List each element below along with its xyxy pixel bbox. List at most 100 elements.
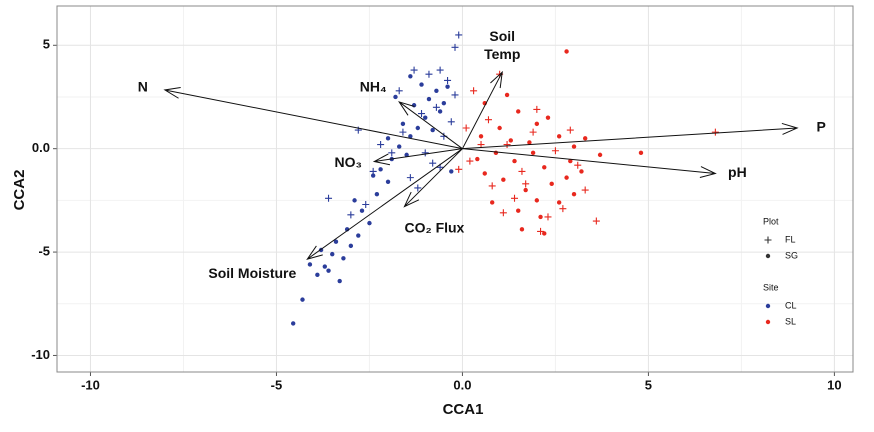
point (503, 141, 511, 149)
point (638, 150, 644, 156)
legend-label: SL (785, 316, 796, 326)
legend-label: FL (785, 234, 796, 244)
arrow (403, 148, 463, 208)
point (426, 96, 432, 102)
legend-marker (765, 303, 771, 309)
y-tick-label: -10 (31, 347, 50, 362)
point (429, 159, 437, 167)
point (493, 150, 499, 156)
point (534, 121, 540, 127)
point (445, 84, 450, 89)
point (571, 144, 577, 149)
point (430, 127, 435, 133)
arrow-label: pH (728, 164, 747, 180)
legend-title: Plot (763, 216, 779, 226)
point (374, 191, 380, 197)
legend-marker (765, 319, 771, 325)
point (489, 200, 495, 205)
point (475, 156, 480, 162)
point (512, 158, 517, 164)
point (564, 49, 569, 54)
point (410, 66, 418, 74)
point (322, 264, 328, 269)
point (511, 194, 519, 202)
point (423, 115, 428, 120)
point (369, 167, 377, 175)
point (522, 180, 530, 188)
point (542, 165, 547, 170)
point (378, 167, 383, 172)
x-tick-label: 5 (645, 377, 652, 392)
point (527, 140, 532, 145)
point (377, 141, 385, 149)
point (538, 214, 543, 220)
point (385, 179, 391, 184)
point (482, 171, 487, 176)
arrow (306, 148, 463, 260)
point (388, 149, 396, 157)
point (400, 121, 406, 127)
point (568, 158, 573, 164)
point (437, 109, 443, 114)
x-tick-label: 0.0 (453, 377, 471, 392)
point (516, 208, 521, 213)
arrow-label: NO₃ (335, 154, 362, 170)
arrow-label: P (817, 119, 826, 135)
point (501, 177, 506, 182)
point (556, 200, 562, 205)
point (307, 262, 313, 267)
point (300, 297, 305, 302)
point (478, 134, 484, 139)
point (341, 256, 346, 261)
legend-marker (764, 236, 772, 244)
point (542, 231, 547, 236)
y-tick-label: 5 (43, 37, 50, 52)
point (545, 115, 551, 120)
y-tick-label: -5 (38, 244, 50, 259)
point (466, 157, 474, 165)
arrow (372, 148, 463, 166)
y-tick-label: 0.0 (32, 140, 50, 155)
point (597, 152, 603, 158)
point (406, 174, 414, 182)
point (571, 191, 577, 197)
arrow-label: Temp (484, 46, 520, 62)
point (544, 213, 552, 221)
point (436, 66, 444, 74)
point (518, 167, 526, 175)
point (395, 87, 403, 95)
point (418, 110, 426, 118)
point (484, 116, 492, 124)
point (408, 74, 413, 79)
arrow-label: NH₄ (360, 79, 387, 95)
point (337, 278, 342, 284)
point (574, 161, 582, 169)
x-tick-label: -5 (271, 377, 283, 392)
point (444, 76, 452, 84)
point (347, 211, 355, 219)
point (325, 194, 333, 202)
point (530, 150, 536, 156)
arrow (461, 70, 503, 149)
point (367, 220, 372, 226)
point (399, 128, 407, 136)
point (356, 233, 361, 238)
point (566, 126, 574, 134)
arrow (163, 86, 463, 150)
point (533, 105, 541, 113)
arrow-label: Soil (489, 28, 515, 44)
point (477, 141, 485, 149)
point (397, 144, 402, 149)
point (434, 88, 439, 93)
x-axis-title: CCA1 (443, 401, 484, 418)
arrow-label: Soil Moisture (208, 265, 296, 281)
point (455, 31, 463, 39)
point (592, 217, 600, 225)
point (447, 118, 455, 126)
point (564, 175, 569, 180)
point (455, 165, 463, 173)
arrow (398, 101, 463, 150)
point (315, 272, 320, 278)
point (462, 124, 470, 132)
